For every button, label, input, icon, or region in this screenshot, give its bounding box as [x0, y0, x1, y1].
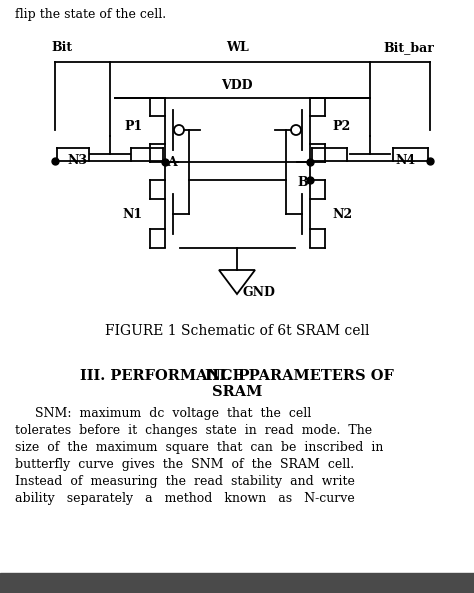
Text: P2: P2 [332, 120, 350, 133]
Text: size  of  the  maximum  square  that  can  be  inscribed  in: size of the maximum square that can be i… [15, 441, 383, 454]
Text: Bit: Bit [51, 41, 72, 54]
Text: FIGURE 1 Schematic of 6t SRAM cell: FIGURE 1 Schematic of 6t SRAM cell [105, 324, 369, 338]
Text: N3: N3 [67, 155, 87, 167]
Text: N2: N2 [332, 208, 352, 221]
Text: VDD: VDD [221, 79, 253, 92]
Text: P: P [237, 369, 248, 383]
Text: ability   separately   a   method   known   as   N-curve: ability separately a method known as N-c… [15, 492, 355, 505]
Bar [0, 573, 474, 593]
Text: III.: III. [205, 369, 237, 383]
Text: N1: N1 [123, 208, 143, 221]
Text: tolerates  before  it  changes  state  in  read  mode.  The: tolerates before it changes state in rea… [15, 424, 372, 437]
Text: butterfly  curve  gives  the  SNM  of  the  SRAM  cell.: butterfly curve gives the SNM of the SRA… [15, 458, 354, 471]
Text: SRAM: SRAM [212, 385, 262, 399]
Text: Instead  of  measuring  the  read  stability  and  write: Instead of measuring the read stability … [15, 475, 355, 488]
Text: III. PERFORMANCE PARAMETERS OF: III. PERFORMANCE PARAMETERS OF [80, 369, 394, 383]
Text: P1: P1 [125, 120, 143, 133]
Text: SNM:  maximum  dc  voltage  that  the  cell: SNM: maximum dc voltage that the cell [15, 407, 311, 420]
Text: Bit_bar: Bit_bar [383, 41, 434, 54]
Text: N4: N4 [395, 155, 415, 167]
Text: flip the state of the cell.: flip the state of the cell. [15, 8, 166, 21]
Text: WL: WL [226, 41, 248, 54]
Text: B: B [297, 176, 308, 189]
Text: GND: GND [243, 285, 276, 298]
Text: A: A [167, 155, 177, 168]
